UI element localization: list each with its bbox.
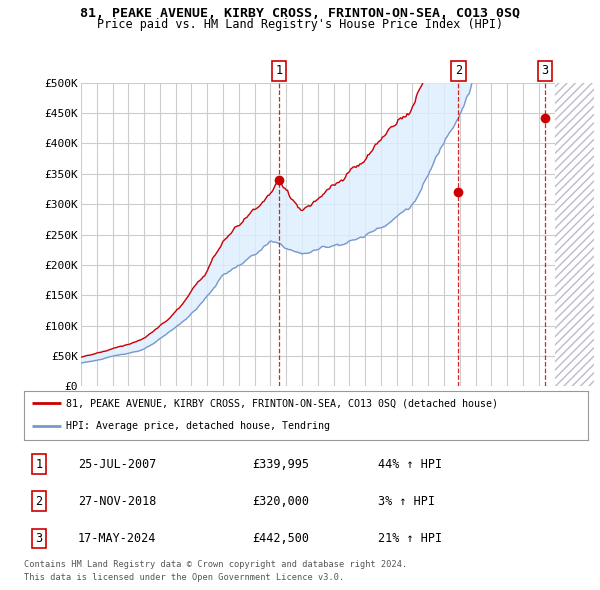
- Text: £320,000: £320,000: [252, 494, 309, 508]
- Text: 17-MAY-2024: 17-MAY-2024: [78, 532, 157, 545]
- Text: HPI: Average price, detached house, Tendring: HPI: Average price, detached house, Tend…: [66, 421, 331, 431]
- Text: £339,995: £339,995: [252, 457, 309, 471]
- Text: 3% ↑ HPI: 3% ↑ HPI: [378, 494, 435, 508]
- Text: 1: 1: [275, 64, 283, 77]
- Bar: [554, 83, 594, 386]
- Text: 2: 2: [455, 64, 462, 77]
- Text: Contains HM Land Registry data © Crown copyright and database right 2024.: Contains HM Land Registry data © Crown c…: [24, 560, 407, 569]
- Text: 2: 2: [35, 494, 43, 508]
- Text: £442,500: £442,500: [252, 532, 309, 545]
- Text: Price paid vs. HM Land Registry's House Price Index (HPI): Price paid vs. HM Land Registry's House …: [97, 18, 503, 31]
- Text: 21% ↑ HPI: 21% ↑ HPI: [378, 532, 442, 545]
- Text: 25-JUL-2007: 25-JUL-2007: [78, 457, 157, 471]
- Text: 81, PEAKE AVENUE, KIRBY CROSS, FRINTON-ON-SEA, CO13 0SQ (detached house): 81, PEAKE AVENUE, KIRBY CROSS, FRINTON-O…: [66, 398, 499, 408]
- Text: 27-NOV-2018: 27-NOV-2018: [78, 494, 157, 508]
- Text: 3: 3: [35, 532, 43, 545]
- Text: 3: 3: [541, 64, 548, 77]
- Text: 81, PEAKE AVENUE, KIRBY CROSS, FRINTON-ON-SEA, CO13 0SQ: 81, PEAKE AVENUE, KIRBY CROSS, FRINTON-O…: [80, 7, 520, 20]
- Text: 1: 1: [35, 457, 43, 471]
- Text: This data is licensed under the Open Government Licence v3.0.: This data is licensed under the Open Gov…: [24, 573, 344, 582]
- Text: 44% ↑ HPI: 44% ↑ HPI: [378, 457, 442, 471]
